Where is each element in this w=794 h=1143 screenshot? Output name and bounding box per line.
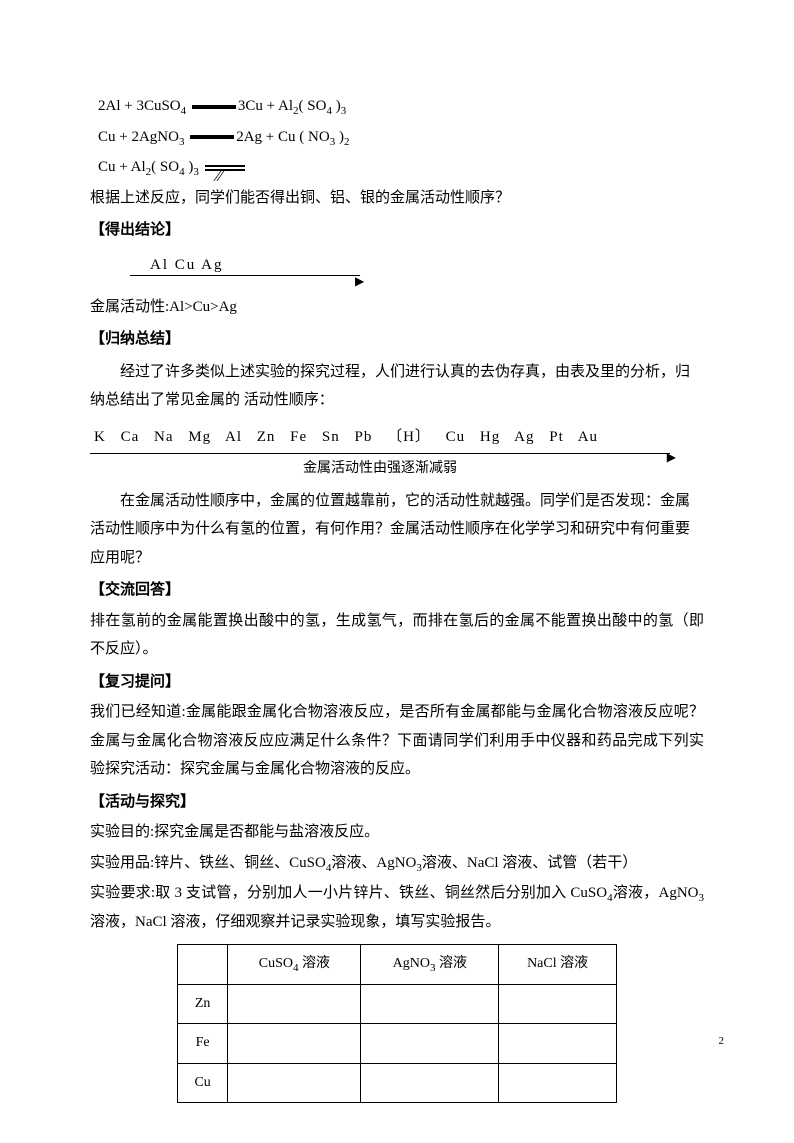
table-row-header: Zn: [178, 984, 228, 1024]
arrow-head-icon: ▶: [355, 270, 364, 293]
equation-1: 2Al + 3CuSO4 3Cu + Al2( SO4 )3: [90, 92, 704, 121]
activity-arrow-diagram: Al Cu Ag ▶: [130, 251, 370, 287]
table-cell: [361, 984, 499, 1024]
arrow-line-icon: [130, 275, 360, 276]
table-col-header: CuSO4 溶液: [228, 945, 361, 985]
reaction-arrow-icon: [190, 135, 234, 139]
document-page: 2Al + 3CuSO4 3Cu + Al2( SO4 )3 Cu + 2AgN…: [0, 0, 794, 1143]
heading-exchange: 【交流回答】: [90, 576, 704, 605]
heading-summary: 【归纳总结】: [90, 325, 704, 354]
heading-activity: 【活动与探究】: [90, 788, 704, 817]
table-cell: [228, 1063, 361, 1103]
eq2-left: Cu + 2AgNO: [98, 129, 179, 145]
experiment-table: CuSO4 溶液 AgNO3 溶液 NaCl 溶液 Zn Fe Cu: [177, 944, 617, 1103]
table-corner-cell: [178, 945, 228, 985]
table-col-header: AgNO3 溶液: [361, 945, 499, 985]
table-cell: [361, 1063, 499, 1103]
equation-2: Cu + 2AgNO3 2Ag + Cu ( NO3 )2: [90, 123, 704, 152]
series-explanation: 在金属活动性顺序中，金属的位置越靠前，它的活动性就越强。同学们是否发现：金属活动…: [90, 487, 704, 573]
table-cell: [228, 1024, 361, 1064]
table-row: Zn: [178, 984, 617, 1024]
table-cell: [228, 984, 361, 1024]
experiment-purpose: 实验目的:探究金属是否都能与盐溶液反应。: [90, 818, 704, 847]
equation-3: Cu + Al2( SO4 )3 ⁄⁄: [90, 153, 704, 182]
experiment-requirements: 实验要求:取 3 支试管，分别加人一小片锌片、铁丝、铜丝然后分别加入 CuSO4…: [90, 879, 704, 936]
series-arrow-head-icon: ▶: [667, 446, 676, 469]
table-cell: [361, 1024, 499, 1064]
eq2-right: 2Ag + Cu ( NO: [236, 129, 329, 145]
table-cell: [499, 984, 617, 1024]
heading-review: 【复习提问】: [90, 668, 704, 697]
question-1: 根据上述反应，同学们能否得出铜、铝、银的金属活动性顺序？: [90, 184, 704, 213]
eq1-right: 3Cu + Al: [238, 98, 293, 114]
review-paragraph: 我们已经知道:金属能跟金属化合物溶液反应，是否所有金属都能与金属化合物溶液反应呢…: [90, 698, 704, 784]
eq3-left: Cu + Al: [98, 159, 146, 175]
series-caption: 金属活动性由强逐渐减弱: [90, 456, 670, 483]
table-row: Fe: [178, 1024, 617, 1064]
series-arrow-line-icon: ▶: [90, 453, 670, 454]
series-elements: K Ca Na Mg Al Zn Fe Sn Pb 〔H〕 Cu Hg Ag P…: [90, 423, 670, 452]
activity-order: 金属活动性:Al>Cu>Ag: [90, 293, 704, 322]
table-row: Cu: [178, 1063, 617, 1103]
eq1-left: 2Al + 3CuSO: [98, 98, 181, 114]
page-number: 2: [719, 1035, 725, 1047]
reaction-arrow-icon: [192, 105, 236, 109]
exchange-paragraph: 排在氢前的金属能置换出酸中的氢，生成氢气，而排在氢后的金属不能置换出酸中的氢（即…: [90, 607, 704, 664]
table-row-header: Cu: [178, 1063, 228, 1103]
experiment-materials: 实验用品:锌片、铁丝、铜丝、CuSO4溶液、AgNO3溶液、NaCl 溶液、试管…: [90, 849, 704, 878]
table-cell: [499, 1024, 617, 1064]
table-row-header: Fe: [178, 1024, 228, 1064]
activity-series-diagram: K Ca Na Mg Al Zn Fe Sn Pb 〔H〕 Cu Hg Ag P…: [90, 423, 670, 483]
heading-conclusion: 【得出结论】: [90, 216, 704, 245]
summary-paragraph: 经过了许多类似上述实验的探究过程，人们进行认真的去伪存真，由表及里的分析，归纳总…: [90, 358, 704, 415]
table-col-header: NaCl 溶液: [499, 945, 617, 985]
table-cell: [499, 1063, 617, 1103]
table-header-row: CuSO4 溶液 AgNO3 溶液 NaCl 溶液: [178, 945, 617, 985]
